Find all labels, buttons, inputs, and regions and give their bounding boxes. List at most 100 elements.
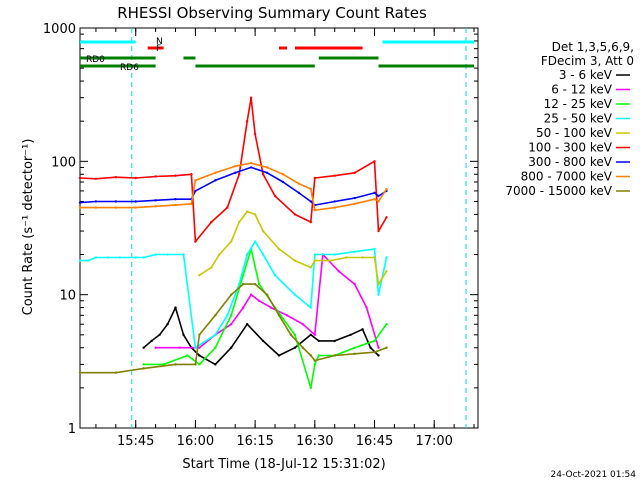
series-point	[361, 256, 364, 259]
series-point	[297, 191, 301, 195]
series-point	[261, 253, 265, 256]
series-point	[377, 282, 380, 286]
series-point	[309, 187, 313, 191]
x-tick-label: 16:45	[356, 434, 393, 449]
series-point	[253, 282, 257, 286]
series-point	[238, 173, 241, 176]
legend-label: 6 - 12 keV	[551, 83, 613, 97]
series-point	[174, 203, 177, 207]
series-point	[214, 179, 217, 182]
series-point	[353, 196, 356, 200]
series-point	[78, 371, 82, 374]
series-point	[313, 333, 317, 337]
series-point	[230, 346, 233, 349]
series-point	[257, 299, 261, 302]
series-point	[198, 346, 201, 349]
series-point	[333, 354, 336, 357]
series-point	[154, 199, 157, 202]
x-tick-label: 16:30	[296, 434, 333, 449]
series-point	[293, 293, 297, 296]
series-point	[333, 200, 336, 203]
series-point	[313, 259, 317, 262]
legend-header-line-2: FDecim 3, Att 0	[541, 54, 634, 68]
series-line-5	[198, 210, 388, 285]
series-point	[226, 314, 229, 317]
series-point	[78, 176, 82, 180]
series-point	[377, 354, 380, 357]
series-point	[194, 346, 197, 349]
legend-label: 25 - 50 keV	[544, 112, 613, 126]
series-point	[174, 363, 177, 366]
series-point	[385, 216, 388, 219]
series-point	[277, 247, 281, 251]
series-point	[309, 333, 313, 337]
series-point	[78, 259, 82, 262]
legend-label: 50 - 100 keV	[536, 126, 613, 140]
series-point	[178, 346, 181, 349]
series-point	[106, 256, 110, 259]
series-point	[257, 282, 261, 286]
series-point	[329, 259, 332, 262]
series-point	[245, 253, 249, 256]
series-point	[245, 119, 249, 123]
series-point	[313, 253, 317, 256]
series-point	[134, 256, 137, 259]
series-point	[377, 346, 380, 349]
series-point	[309, 306, 313, 309]
series-point	[249, 166, 253, 169]
series-point	[309, 266, 313, 269]
y-axis-label: Count Rate (s⁻¹ detector⁻¹)	[21, 139, 36, 316]
series-point	[249, 161, 253, 165]
series-point	[86, 259, 90, 262]
series-point	[249, 293, 253, 296]
legend-label: 800 - 7000 keV	[521, 170, 613, 184]
series-point	[162, 363, 165, 366]
series-point	[385, 269, 388, 273]
series-point	[198, 333, 201, 337]
series-point	[353, 352, 356, 356]
series-point	[309, 200, 313, 203]
series-point	[249, 96, 253, 99]
series-point	[293, 346, 297, 349]
footer-date: 24-Oct-2021 01:54	[551, 470, 637, 480]
series-point	[166, 253, 169, 256]
series-point	[281, 173, 285, 176]
series-point	[78, 201, 82, 204]
series-point	[377, 293, 380, 296]
series-point	[245, 323, 249, 326]
series-point	[309, 386, 313, 390]
series-point	[190, 173, 193, 176]
series-point	[210, 266, 213, 269]
series-point	[297, 182, 301, 185]
series-point	[174, 197, 177, 201]
series-point	[114, 371, 118, 374]
x-tick-label: 16:15	[236, 434, 273, 449]
series-point	[313, 176, 317, 180]
legend-label: 3 - 6 keV	[559, 68, 613, 82]
series-point	[289, 333, 293, 337]
series-point	[241, 282, 245, 286]
series-point	[261, 173, 265, 176]
x-axis-label: Start Time (18-Jul-12 15:31:02)	[182, 457, 385, 472]
series-point	[194, 189, 197, 193]
series-point	[198, 363, 201, 366]
series-point	[238, 220, 241, 224]
series-point	[285, 314, 289, 317]
series-point	[309, 354, 313, 357]
y-tick-label: 1	[68, 422, 76, 437]
series-point	[293, 259, 297, 262]
series-point	[273, 273, 277, 277]
series-point	[230, 240, 233, 243]
series-point	[154, 175, 157, 178]
chart-title: RHESSI Observing Summary Count Rates	[117, 4, 427, 22]
series-point	[190, 202, 193, 206]
series-point	[214, 346, 217, 349]
x-tick-label: 15:45	[117, 434, 154, 449]
series-point	[373, 339, 376, 343]
series-point	[317, 354, 320, 357]
series-point	[150, 339, 153, 343]
series-point	[261, 339, 265, 343]
series-point	[94, 200, 98, 203]
series-point	[194, 363, 197, 366]
